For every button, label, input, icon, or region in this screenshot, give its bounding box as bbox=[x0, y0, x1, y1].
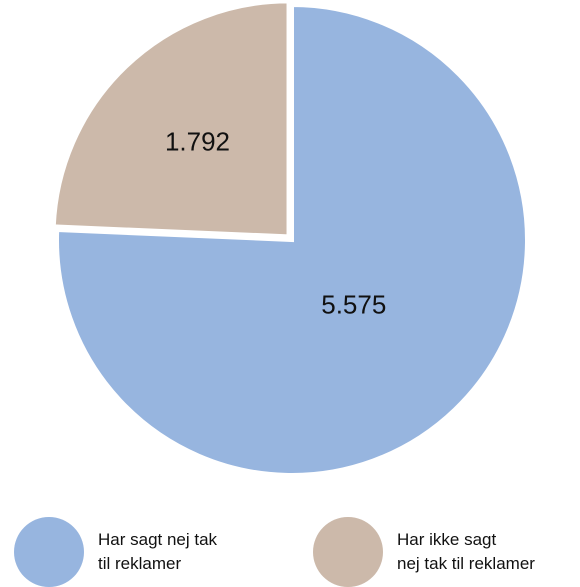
pie-slice-label-1: 1.792 bbox=[165, 126, 230, 156]
pie-slice-1 bbox=[51, 0, 291, 239]
pie-slice-labels: 5.575 1.792 bbox=[165, 126, 386, 319]
pie-slice-label-0: 5.575 bbox=[321, 289, 386, 319]
legend-swatch-nej-tak bbox=[14, 517, 84, 587]
legend-label-ikke-nej-tak: Har ikke sagt nej tak til reklamer bbox=[397, 528, 580, 576]
legend: Har sagt nej tak til reklamer Har ikke s… bbox=[0, 512, 580, 587]
legend-swatch-ikke-nej-tak bbox=[313, 517, 383, 587]
pie-slice-0 bbox=[55, 2, 529, 477]
pie-slices bbox=[51, 0, 529, 477]
legend-label-line: Har ikke sagt bbox=[397, 530, 497, 549]
legend-label-line: nej tak til reklamer bbox=[397, 554, 535, 573]
legend-label-nej-tak: Har sagt nej tak til reklamer bbox=[98, 528, 298, 576]
legend-label-line: til reklamer bbox=[98, 554, 182, 573]
legend-label-line: Har sagt nej tak bbox=[98, 530, 218, 549]
